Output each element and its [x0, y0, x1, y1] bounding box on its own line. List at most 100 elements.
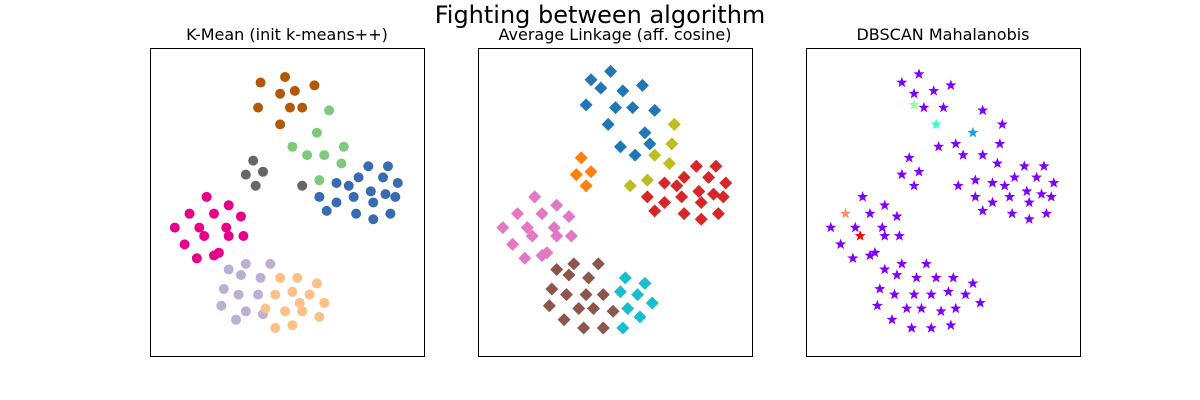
data-point: [223, 230, 234, 241]
data-point: [233, 289, 244, 300]
data-point: [579, 179, 593, 193]
data-point: [216, 300, 227, 311]
data-point: [874, 283, 886, 294]
data-point: [1004, 191, 1016, 202]
data-point: [572, 302, 586, 316]
data-point: [631, 288, 645, 302]
data-point: [662, 156, 676, 170]
data-point: [331, 197, 342, 208]
data-point: [275, 272, 286, 283]
data-point: [694, 196, 708, 209]
data-point: [1031, 171, 1043, 183]
data-point: [380, 189, 391, 200]
data-point: [915, 302, 927, 314]
data-point: [925, 322, 937, 333]
data-point: [542, 299, 556, 313]
data-point: [287, 141, 298, 152]
panel-title-dbscan: DBSCAN Mahalanobis: [856, 25, 1029, 44]
data-point: [601, 117, 615, 131]
data-point: [613, 140, 627, 154]
data-point: [835, 238, 847, 250]
data-point: [1035, 188, 1048, 199]
data-point: [302, 150, 313, 161]
data-point: [896, 168, 908, 180]
data-point: [694, 212, 708, 226]
data-point: [319, 150, 330, 161]
data-point: [385, 208, 396, 219]
data-point: [594, 81, 608, 95]
data-point: [1009, 171, 1021, 183]
data-point: [613, 285, 627, 299]
data-point: [857, 191, 869, 202]
data-point: [901, 302, 913, 314]
data-point: [255, 272, 266, 283]
data-point: [392, 177, 403, 188]
data-point: [550, 262, 564, 276]
data-point: [550, 229, 564, 243]
data-point: [209, 250, 219, 261]
data-point: [913, 68, 925, 79]
panel-dbscan: DBSCAN Mahalanobis: [806, 25, 1081, 357]
panel-title-kmeans: K-Mean (init k-means++): [186, 25, 388, 44]
data-point: [253, 289, 264, 300]
data-point: [957, 149, 969, 160]
data-point: [616, 321, 630, 335]
data-point: [609, 101, 622, 115]
data-point: [314, 311, 325, 322]
data-point: [560, 288, 573, 302]
data-point: [577, 321, 591, 335]
data-point: [896, 258, 908, 269]
data-point: [986, 177, 999, 188]
data-point: [321, 205, 332, 216]
data-point: [854, 230, 866, 241]
data-point: [937, 101, 950, 113]
data-point: [886, 313, 898, 325]
data-point: [201, 191, 212, 202]
data-point: [265, 258, 276, 269]
data-point: [365, 186, 376, 197]
data-point: [942, 285, 954, 297]
data-point: [825, 221, 837, 233]
data-point: [719, 176, 733, 190]
markers-average-linkage: [496, 64, 733, 335]
data-point: [908, 87, 920, 99]
data-point: [518, 251, 532, 265]
data-point: [640, 173, 654, 187]
data-point: [903, 152, 915, 163]
data-point: [974, 297, 986, 308]
data-point: [920, 258, 932, 269]
data-point: [864, 249, 876, 261]
data-point: [348, 191, 359, 202]
data-point: [675, 190, 689, 204]
data-point: [906, 322, 918, 333]
data-point: [896, 76, 908, 88]
data-point: [253, 102, 264, 113]
data-point: [240, 258, 251, 269]
data-point: [535, 207, 549, 221]
data-point: [925, 288, 937, 300]
data-point: [368, 197, 379, 208]
data-point: [945, 79, 957, 91]
data-point: [849, 221, 861, 233]
data-point: [628, 148, 642, 162]
data-point: [297, 180, 308, 191]
data-point: [935, 305, 947, 316]
data-point: [223, 200, 234, 211]
data-point: [297, 102, 308, 113]
data-point: [689, 159, 703, 173]
data-point: [390, 191, 401, 202]
data-point: [270, 289, 281, 300]
data-point: [250, 180, 261, 191]
data-point: [908, 179, 920, 191]
data-point: [638, 276, 652, 290]
data-point: [584, 165, 598, 179]
data-point: [950, 138, 962, 149]
data-point: [967, 126, 979, 138]
data-point: [711, 207, 725, 221]
data-point: [645, 296, 659, 310]
axes-frame-average-linkage: [478, 48, 753, 357]
data-point: [289, 85, 300, 96]
data-point: [1021, 185, 1033, 197]
data-point: [839, 207, 852, 219]
panel-average-linkage: Average Linkage (aff. cosine): [478, 25, 753, 357]
